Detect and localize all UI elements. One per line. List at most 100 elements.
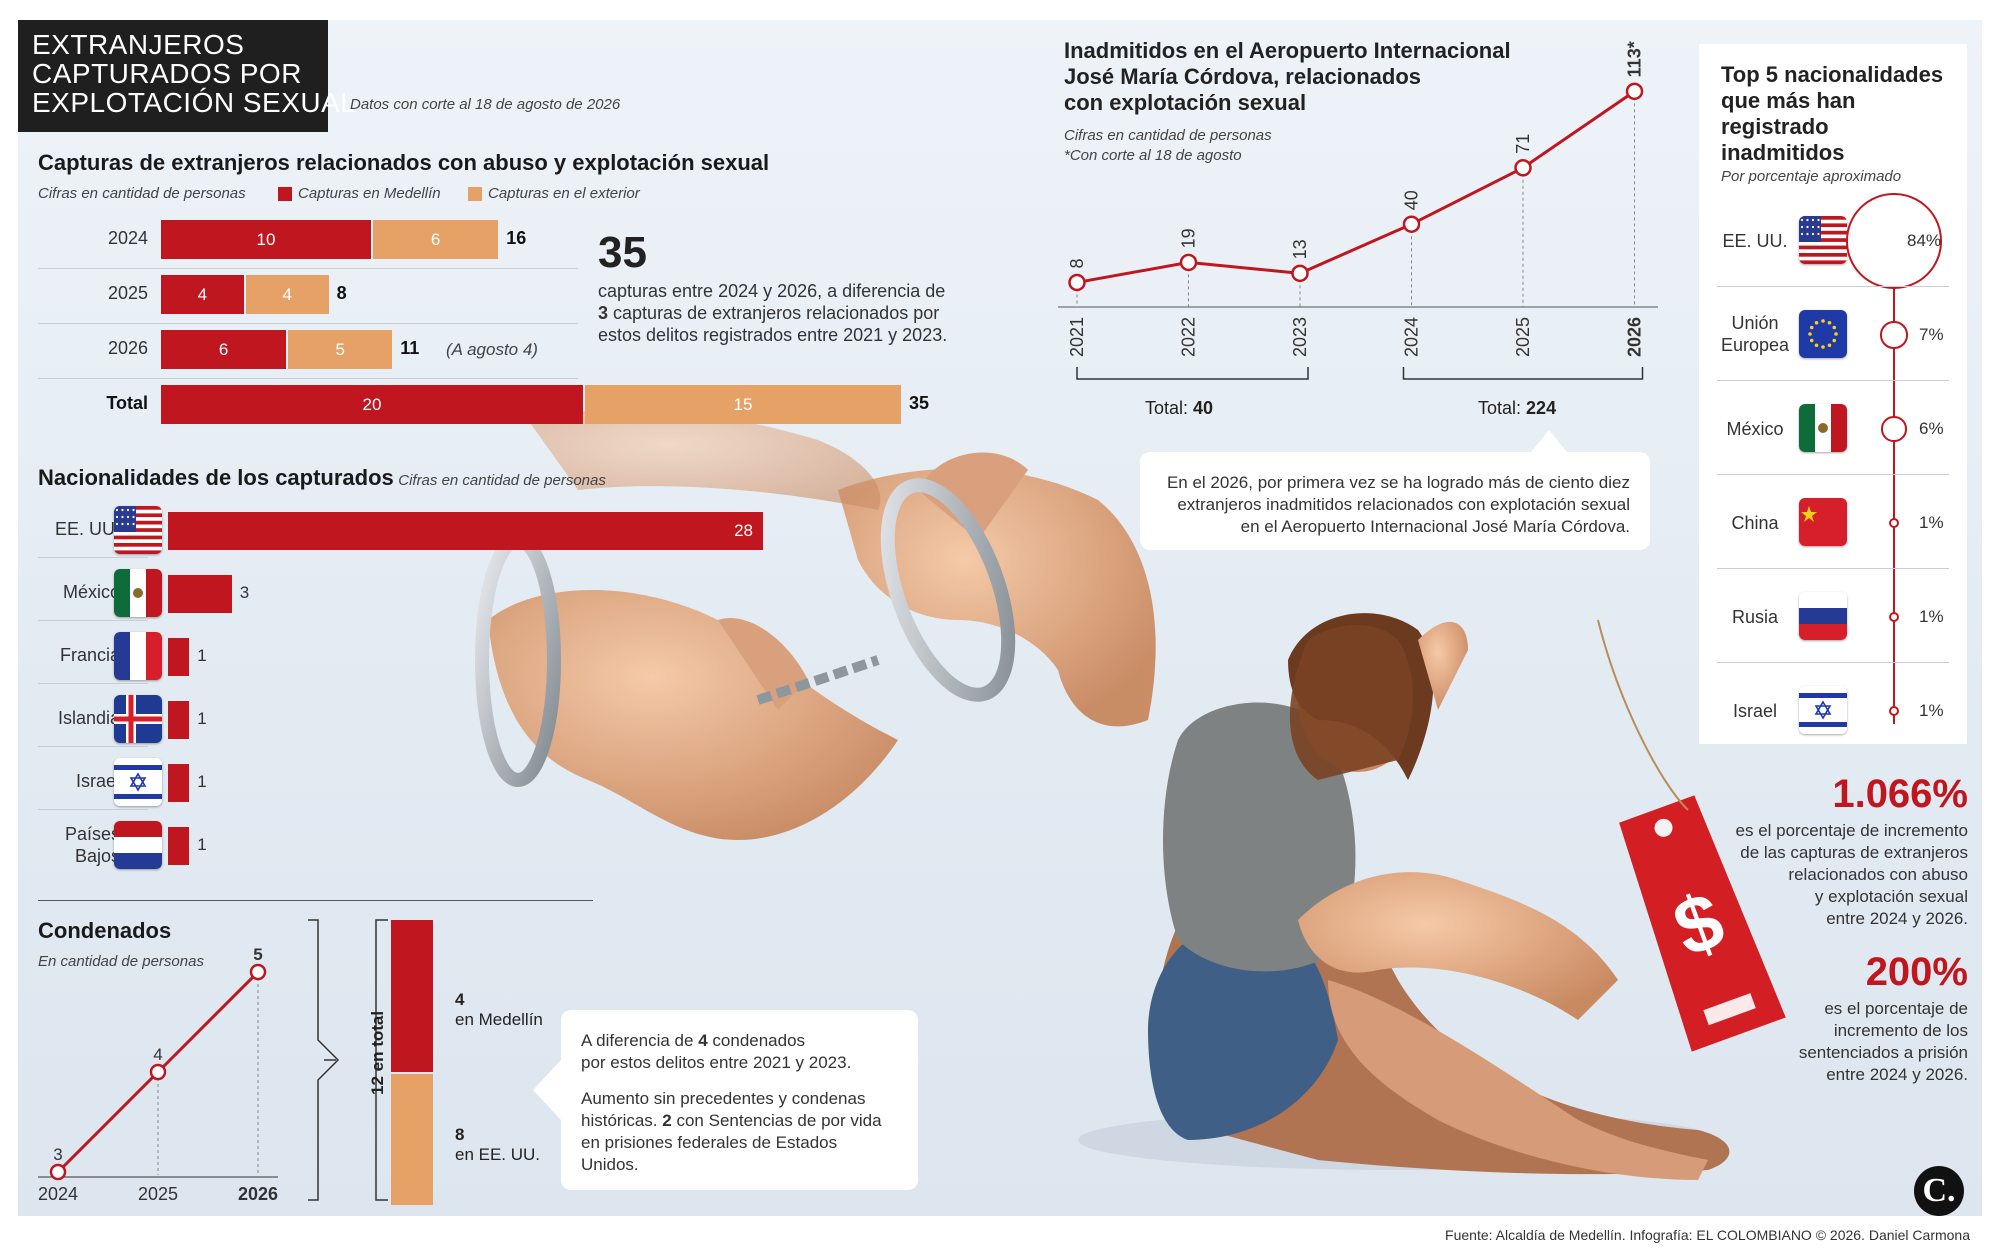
captures-units: Cifras en cantidad de personas [38, 185, 246, 202]
top5-label: México [1726, 419, 1784, 439]
x-tick-label: 2025 [1513, 317, 1533, 357]
bar-total: 8 [336, 283, 347, 303]
source-credit: Fuente: Alcaldía de Medellín. Infografía… [1445, 1227, 1970, 1243]
bar-exterior: 6 [373, 220, 499, 259]
nationality-label: México [62, 582, 120, 602]
legend-medellin: Capturas en Medellín [298, 185, 441, 202]
main-title-line: CAPTURADOS POR [32, 58, 302, 89]
data-point [249, 963, 267, 981]
data-point [1179, 253, 1198, 272]
airport-total-b-value: 224 [1526, 398, 1557, 418]
nationality-value: 1 [197, 646, 207, 665]
nationalities-header: Nacionalidades de los capturados Cifras … [38, 465, 606, 491]
top5-label: Israel [1732, 701, 1777, 721]
x-tick-label: 2024 [38, 1184, 78, 1204]
top5-panel: Top 5 nacionalidades que más han registr… [1699, 44, 1967, 744]
mexico-flag [114, 569, 162, 617]
nationalities-title: Nacionalidades de los capturados [38, 465, 394, 490]
airport-total-a-label: Total: [1145, 398, 1189, 418]
data-label: 71 [1513, 134, 1533, 154]
callout-text: por estos delitos entre 2021 y 2023. [581, 1053, 852, 1072]
airport-units: Cifras en cantidad de personas [1064, 127, 1272, 144]
airport-total-b-label: Total: [1478, 398, 1522, 418]
x-tick-label: 2022 [1179, 317, 1199, 357]
row-divider [1717, 286, 1949, 287]
airport-title-line: con explotación sexual [1064, 90, 1307, 115]
top5-circle [1880, 321, 1908, 349]
stack-segment-eeuu [391, 1074, 433, 1205]
captures-title: Capturas de extranjeros relacionados con… [38, 150, 770, 175]
condenados-callout: A diferencia de 4 condenados por estos d… [561, 1010, 918, 1190]
callout-text: con Sentencias de por vida [676, 1111, 882, 1130]
data-label: 113* [1625, 41, 1645, 77]
airport-notes: Cifras en cantidad de personas *Con cort… [1064, 126, 1272, 166]
top5-value: 1% [1919, 607, 1944, 626]
netherlands-flag [114, 821, 162, 869]
airport-total-b: Total: 224 [1478, 398, 1556, 419]
top5-circle [1888, 517, 1900, 529]
bar-total: 35 [909, 393, 930, 413]
callout-text: en prisiones federales de Estados Unidos… [581, 1133, 838, 1174]
bar-medellin: 4 [161, 275, 244, 314]
stack-medellin-value: 4 [455, 990, 465, 1009]
france-flag [114, 632, 162, 680]
seated-woman-image: $ [1078, 613, 1786, 1180]
data-point [1514, 159, 1532, 177]
nationality-value: 1 [197, 709, 207, 728]
condenados-units: En cantidad de personas [38, 953, 204, 970]
stack-segment-medellin [391, 920, 433, 1072]
row-divider [1717, 568, 1949, 569]
data-label: 19 [1179, 228, 1199, 248]
stat1-text: es el porcentaje de incremento de las ca… [1578, 820, 1968, 930]
callout-bold: 4 [698, 1031, 708, 1050]
top5-circle [1881, 416, 1907, 442]
data-label: 5 [253, 945, 262, 964]
airport-title-line: Inadmitidos en el Aeropuerto Internacion… [1064, 38, 1511, 63]
note-2026: (A agosto 4) [446, 340, 538, 359]
mexico-flag [1799, 404, 1847, 452]
bar-total: 16 [506, 228, 527, 248]
row-divider [1717, 474, 1949, 475]
row-divider [38, 557, 148, 558]
nationality-bar [168, 638, 190, 676]
bracket-arrow [308, 919, 340, 1201]
data-point [1291, 264, 1309, 283]
top5-value: 6% [1919, 419, 1944, 438]
top5-circle [1888, 611, 1900, 623]
total-bracket-a [1076, 367, 1309, 380]
row-divider [1717, 380, 1949, 381]
nationality-bar [168, 575, 232, 613]
nationality-bar [168, 764, 190, 802]
el-colombiano-logo: C. [1914, 1166, 1964, 1216]
stack-eeuu: 8 en EE. UU. [455, 1125, 540, 1165]
data-label: 40 [1402, 190, 1422, 210]
category-label: Total [106, 393, 148, 413]
data-label: 8 [1067, 258, 1087, 268]
airport-note-line: extranjeros inadmitidos relacionados con… [1177, 495, 1630, 514]
nationality-bar [168, 827, 190, 865]
nationality-label: EE. UU. [54, 519, 120, 539]
data-label: 4 [153, 1045, 162, 1064]
stack-medellin-label: en Medellín [455, 1010, 543, 1029]
captures-chart: 2024 10 6 16 2025 4 4 8 2026 6 5 11 Total 20 15 35 [18, 220, 929, 460]
condenados-chart: 3 2024 4 2025 5 2026 [38, 945, 278, 1204]
category-label: 2024 [107, 228, 148, 248]
airport-cutoff: *Con corte al 18 de agosto [1064, 147, 1242, 164]
bar-exterior: 15 [585, 385, 901, 424]
data-point [49, 1163, 67, 1181]
top5-title-line: inadmitidos [1721, 140, 1845, 165]
row-divider [38, 809, 148, 810]
data-label: 13 [1290, 239, 1310, 259]
airport-chart: 2021 8 2022 19 2023 13 2024 40 2025 71 2026 113* [1058, 41, 1658, 380]
nationality-value: 3 [239, 583, 250, 602]
callout-text: Aumento sin precedentes y condenas [581, 1089, 866, 1108]
data-point [1625, 82, 1644, 101]
callout-text: A diferencia de [581, 1031, 694, 1050]
legend-swatch-exterior [468, 187, 482, 201]
nationality-value: 1 [197, 835, 207, 854]
x-tick-label: 2021 [1067, 317, 1087, 357]
stack-total-label: 12 en total [368, 1010, 387, 1095]
row-divider [1717, 662, 1949, 663]
highlight-text: capturas entre 2024 y 2026, a diferencia… [598, 280, 998, 346]
airport-line [1076, 90, 1636, 284]
